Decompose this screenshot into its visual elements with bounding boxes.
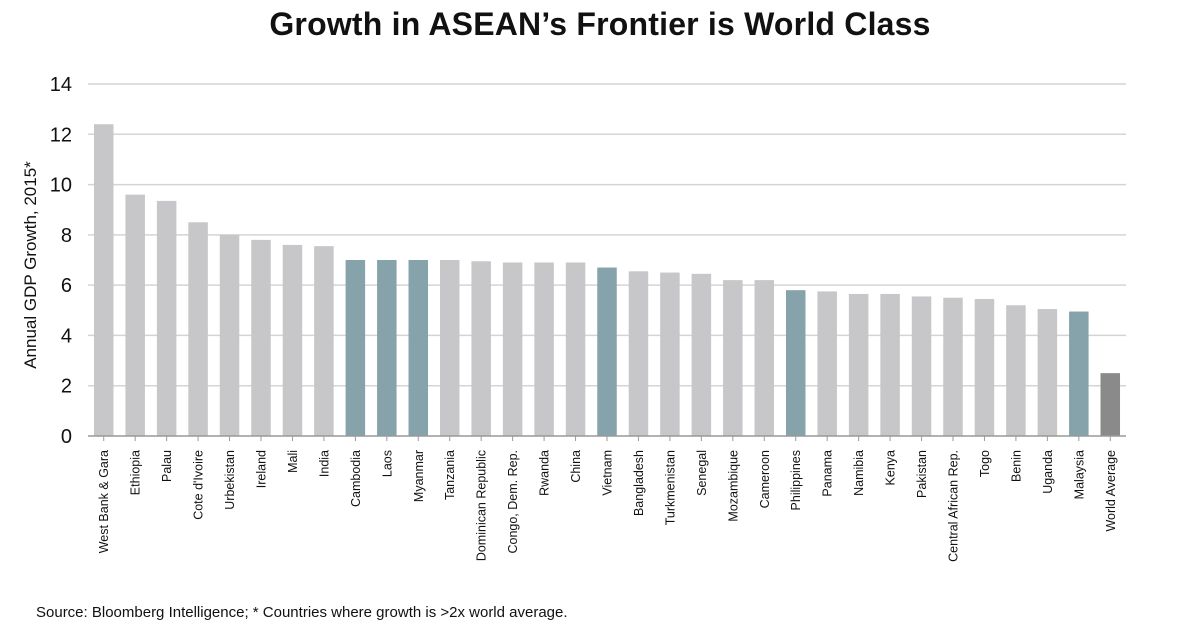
x-tick-label-30: Benin <box>1009 450 1023 482</box>
x-tick-label-32: Malaysia <box>1072 450 1086 499</box>
bar-25 <box>848 293 869 436</box>
bar-4 <box>188 222 208 436</box>
bars <box>93 124 1121 436</box>
bar-24 <box>817 291 837 436</box>
x-tick-label-7: Mali <box>286 450 300 473</box>
y-axis-title: Annual GDP Growth, 2015* <box>21 161 40 369</box>
x-tick-label-27: Pakistan <box>915 450 929 498</box>
bar-23 <box>785 290 806 436</box>
bar-6 <box>251 239 271 436</box>
bar-9 <box>345 260 366 436</box>
bar-11 <box>408 260 429 436</box>
x-tick-label-29: Togo <box>978 450 992 477</box>
y-tick-label-14: 14 <box>50 74 72 96</box>
x-tick-label-31: Uganda <box>1041 450 1055 494</box>
bar-5 <box>219 234 240 436</box>
x-tick-label-17: Vietnam <box>601 450 615 496</box>
x-tick-label-21: Mozambique <box>726 450 740 522</box>
bar-1 <box>93 124 114 436</box>
bar-3 <box>156 200 177 436</box>
bar-13 <box>471 261 491 436</box>
y-tick-label-8: 8 <box>61 225 72 247</box>
bar-31 <box>1037 309 1058 436</box>
x-tick-label-6: Ireland <box>255 450 269 488</box>
bar-22 <box>754 280 775 436</box>
x-tick-label-24: Panama <box>821 450 835 497</box>
x-tick-label-10: Laos <box>380 450 394 477</box>
bar-18 <box>628 271 649 436</box>
y-tick-label-2: 2 <box>61 376 72 398</box>
x-tick-label-2: Ethiopia <box>129 450 143 495</box>
x-tick-label-8: India <box>317 450 331 477</box>
x-tick-label-26: Kenya <box>884 450 898 485</box>
x-tick-label-28: Central African Rep. <box>947 450 961 562</box>
x-tick-label-11: Myanmar <box>412 450 426 502</box>
y-tick-label-0: 0 <box>61 426 72 448</box>
y-axis-ticks: 0 2 4 6 8 10 12 14 <box>50 74 72 448</box>
bar-21 <box>723 280 743 436</box>
x-tick-label-19: Turkmenistan <box>663 450 677 525</box>
bar-20 <box>691 273 712 436</box>
bar-28 <box>943 297 963 436</box>
bar-26 <box>880 293 900 436</box>
x-tick-label-33: World Average <box>1104 450 1118 532</box>
bar-16 <box>565 262 586 436</box>
x-tick-label-3: Palau <box>160 450 174 482</box>
x-axis-labels: West Bank & Gara Ethiopia Palau Cote d'Ivoi… <box>97 436 1118 562</box>
bar-7 <box>282 244 303 436</box>
bar-15 <box>534 262 554 436</box>
x-tick-label-14: Congo, Dem. Rep. <box>506 450 520 554</box>
y-tick-label-6: 6 <box>61 275 72 297</box>
source-note: Source: Bloomberg Intelligence; * Countr… <box>36 604 568 621</box>
x-tick-label-16: China <box>569 450 583 483</box>
bar-27 <box>911 296 932 436</box>
x-tick-label-1: West Bank & Gara <box>97 450 111 553</box>
y-tick-label-4: 4 <box>61 325 72 347</box>
x-tick-label-18: Bangladesh <box>632 450 646 516</box>
bar-14 <box>502 262 523 436</box>
bar-8 <box>314 246 334 436</box>
x-tick-label-13: Dominican Republic <box>475 450 489 561</box>
x-tick-label-4: Cote d'Ivoire <box>192 450 206 520</box>
x-tick-label-12: Tanzania <box>443 450 457 500</box>
x-tick-label-5: Urbekistan <box>223 450 237 510</box>
x-tick-label-23: Philippines <box>789 450 803 510</box>
bar-10 <box>377 260 397 436</box>
x-tick-label-15: Rwanda <box>538 450 552 496</box>
bar-32 <box>1069 311 1089 436</box>
chart-title: Growth in ASEAN’s Frontier is World Clas… <box>269 6 931 42</box>
bar-17 <box>597 267 617 436</box>
bar-30 <box>1006 305 1026 436</box>
y-tick-label-12: 12 <box>50 124 72 146</box>
y-tick-label-10: 10 <box>50 175 72 197</box>
bar-chart: 0 2 4 6 8 10 12 14 West Bank & Gara Ethiopia Pala… <box>21 74 1126 562</box>
bar-2 <box>125 194 145 436</box>
x-tick-label-22: Cameroon <box>758 450 772 508</box>
bar-19 <box>660 272 680 436</box>
x-tick-label-20: Senegal <box>695 450 709 496</box>
bar-12 <box>439 260 460 436</box>
x-tick-label-25: Namibia <box>852 450 866 496</box>
x-tick-label-9: Cambodia <box>349 450 363 507</box>
bar-29 <box>974 298 995 436</box>
bar-33 <box>1100 373 1121 436</box>
